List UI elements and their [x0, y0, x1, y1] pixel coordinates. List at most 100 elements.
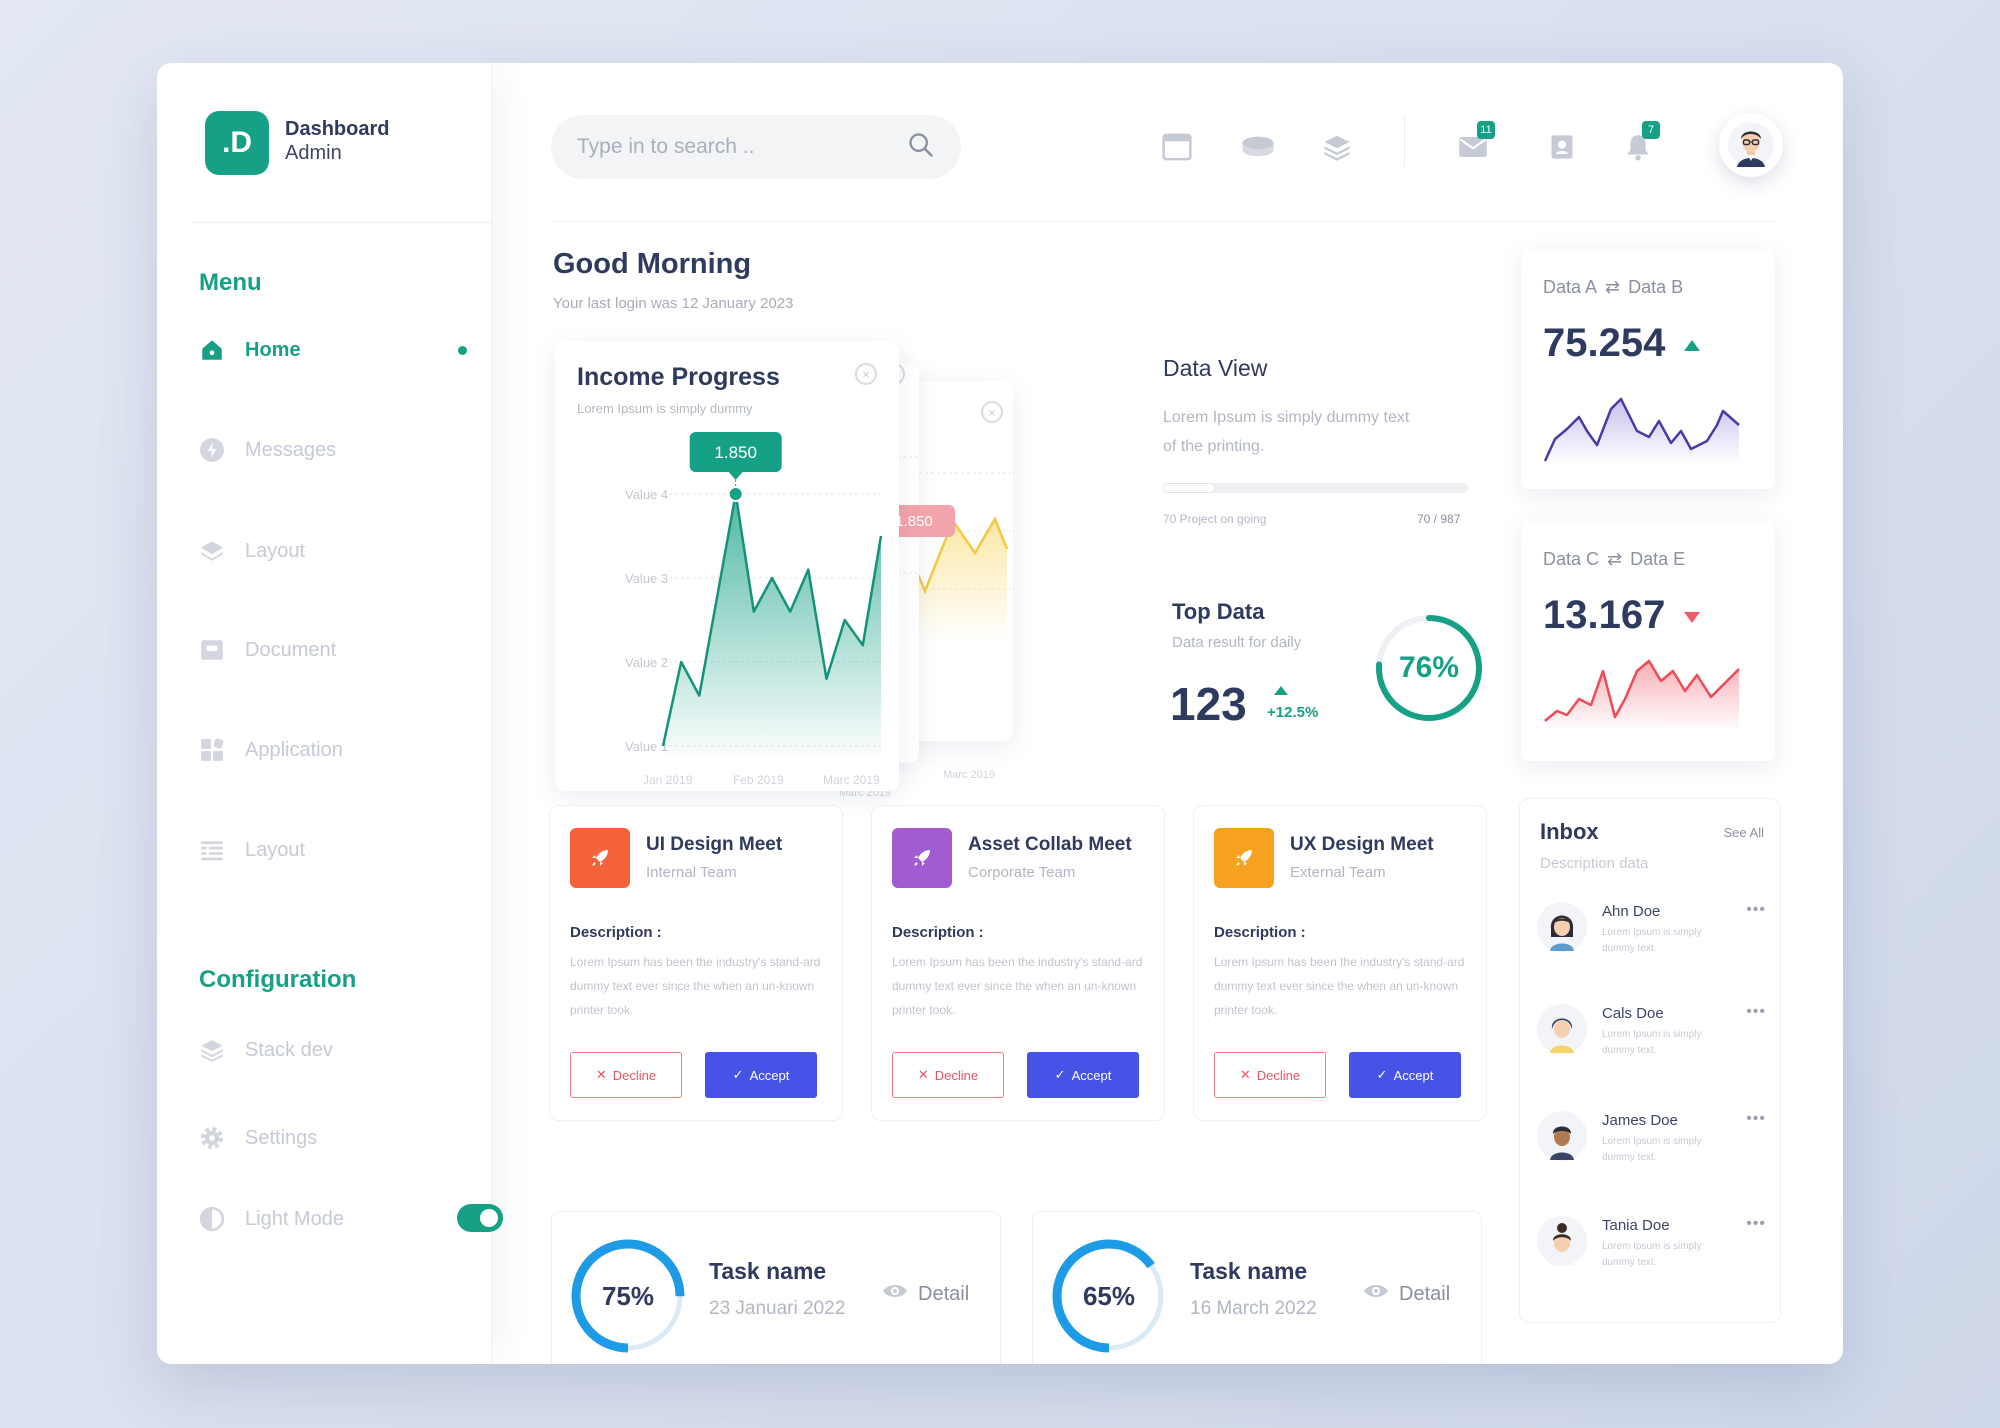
accept-button[interactable]: ✓ Accept [1349, 1052, 1461, 1098]
apps-icon [197, 735, 227, 765]
task-percent: 75% [601, 1280, 655, 1311]
dashboard-window: .D Dashboard Admin Menu Home Messages La… [157, 63, 1843, 1364]
top-data-subtitle: Data result for daily [1172, 634, 1302, 651]
inbox-message[interactable]: Cals Doe Lorem Ipsum is simply dummy tex… [1536, 1003, 1772, 1073]
income-chart: Value 1 Value 2 Value 3 Value 4 Jan 2019 Feb … [625, 432, 883, 787]
sidebar-item-layout-2[interactable]: Layout [197, 830, 467, 870]
back-card-x-label: Marc 2019 [943, 769, 995, 781]
more-icon[interactable]: ••• [1746, 1215, 1766, 1232]
close-icon[interactable]: × [981, 401, 1003, 423]
message-preview: Lorem Ipsum is simply dummy text. [1602, 1136, 1702, 1163]
sidebar-item-label: Document [245, 638, 337, 661]
y-tick-label: Value 3 [625, 571, 668, 586]
sidebar-item-settings[interactable]: Settings [197, 1118, 467, 1158]
gear-icon [197, 1123, 227, 1153]
avatar [1536, 1215, 1588, 1267]
rocket-icon [570, 828, 630, 888]
sidebar-divider [192, 222, 492, 223]
brand-text: Dashboard Admin [285, 117, 389, 165]
mail-icon[interactable]: 11 [1453, 121, 1495, 167]
light-mode-toggle[interactable] [457, 1204, 503, 1232]
meet-team: External Team [1290, 864, 1386, 881]
sidebar-item-stack-dev[interactable]: Stack dev [197, 1030, 467, 1070]
trend-up-icon [1274, 686, 1288, 695]
stat-to: Data B [1628, 277, 1684, 297]
avatar [1536, 1110, 1588, 1162]
more-icon[interactable]: ••• [1746, 1110, 1766, 1127]
sidebar-item-messages[interactable]: Messages [197, 430, 467, 470]
meet-team: Internal Team [646, 864, 737, 881]
layers-icon[interactable] [1317, 127, 1357, 167]
configuration-title: Configuration [199, 966, 357, 993]
meet-card-ux-design: UX Design Meet External Team Description… [1193, 805, 1487, 1121]
last-login-text: Your last login was 12 January 2023 [553, 295, 794, 312]
database-icon[interactable] [1238, 127, 1278, 167]
stat-card-a-b[interactable]: Data A ⇄ Data B 75.254 [1521, 249, 1775, 489]
accept-button[interactable]: ✓ Accept [1027, 1052, 1139, 1098]
search-input[interactable] [577, 135, 907, 159]
inbox-message[interactable]: Ahn Doe Lorem Ipsum is simply dummy text… [1536, 901, 1772, 971]
task-date: 23 Januari 2022 [709, 1298, 846, 1319]
inbox-message[interactable]: James Doe Lorem Ipsum is simply dummy te… [1536, 1110, 1772, 1180]
stat-sparkline [1544, 659, 1740, 731]
sidebar-item-label: Stack dev [245, 1038, 333, 1061]
decline-button[interactable]: ✕ Decline [892, 1052, 1004, 1098]
sidebar-item-application[interactable]: Application [197, 730, 467, 770]
task-card-2[interactable]: 65% Task name 16 March 2022 Detail [1032, 1211, 1482, 1364]
stat-head: Data C ⇄ Data E [1543, 549, 1685, 570]
stat-from: Data A [1543, 277, 1598, 297]
bell-icon[interactable]: 7 [1618, 121, 1660, 167]
message-preview: Lorem Ipsum is simply dummy text. [1602, 927, 1702, 954]
task-name: Task name [1190, 1258, 1308, 1284]
header-separator [1404, 115, 1405, 167]
stat-sparkline [1543, 397, 1740, 464]
sidebar-item-layout[interactable]: Layout [197, 531, 467, 571]
more-icon[interactable]: ••• [1746, 1003, 1766, 1020]
sidebar-item-label: Application [245, 738, 343, 761]
greeting-title: Good Morning [553, 248, 752, 280]
sidebar-item-label: Home [245, 338, 301, 361]
detail-link[interactable]: Detail [882, 1282, 969, 1306]
description-label: Description : [892, 924, 984, 941]
check-icon: ✓ [1376, 1067, 1388, 1082]
sidebar-item-light-mode: Light Mode [197, 1199, 503, 1239]
more-icon[interactable]: ••• [1746, 901, 1766, 918]
task-card-1[interactable]: 75% Task name 23 Januari 2022 Detail [551, 1211, 1001, 1364]
active-indicator [458, 346, 467, 355]
see-all-link[interactable]: See All [1723, 825, 1764, 840]
brand-title: Dashboard [285, 118, 390, 140]
sidebar-item-home[interactable]: Home [197, 330, 467, 370]
data-view-title: Data View [1163, 355, 1268, 381]
task-progress-ring [571, 1239, 685, 1353]
peak-tooltip [689, 432, 782, 472]
meet-card-ui-design: UI Design Meet Internal Team Description… [549, 805, 843, 1121]
income-progress-card[interactable]: Income Progress Lorem Ipsum is simply du… [555, 341, 899, 791]
swap-icon: ⇄ [1607, 549, 1623, 569]
stat-card-c-e[interactable]: Data C ⇄ Data E 13.167 [1521, 521, 1775, 761]
task-progress-ring [1052, 1239, 1166, 1353]
decline-button[interactable]: ✕ Decline [1214, 1052, 1326, 1098]
inbox-message[interactable]: Tania Doe Lorem Ipsum is simply dummy te… [1536, 1215, 1772, 1285]
x-tick-label: Feb 2019 [733, 773, 784, 787]
eye-icon [1363, 1282, 1389, 1306]
sender-name: Cals Doe [1602, 1005, 1664, 1022]
eye-icon [882, 1282, 908, 1306]
peak-point [727, 486, 744, 502]
user-avatar[interactable] [1719, 113, 1783, 177]
close-icon[interactable]: × [855, 363, 877, 385]
inbox-panel: Inbox See All Description data Ahn Doe L… [1519, 798, 1781, 1323]
x-icon: ✕ [917, 1067, 929, 1082]
detail-link[interactable]: Detail [1363, 1282, 1450, 1306]
search-icon[interactable] [907, 131, 935, 164]
decline-button[interactable]: ✕ Decline [570, 1052, 682, 1098]
contacts-icon[interactable] [1542, 127, 1582, 167]
sidebar-item-label: Layout [245, 838, 306, 861]
menu-title: Menu [199, 269, 262, 296]
accept-button[interactable]: ✓ Accept [705, 1052, 817, 1098]
sidebar-item-document[interactable]: Document [197, 630, 467, 670]
search-bar [551, 115, 961, 179]
meet-card-asset-collab: Asset Collab Meet Corporate Team Descrip… [871, 805, 1165, 1121]
browser-icon[interactable] [1157, 127, 1197, 167]
project-progress-count: 70 / 987 [1417, 512, 1461, 526]
logo[interactable]: .D [205, 111, 269, 175]
